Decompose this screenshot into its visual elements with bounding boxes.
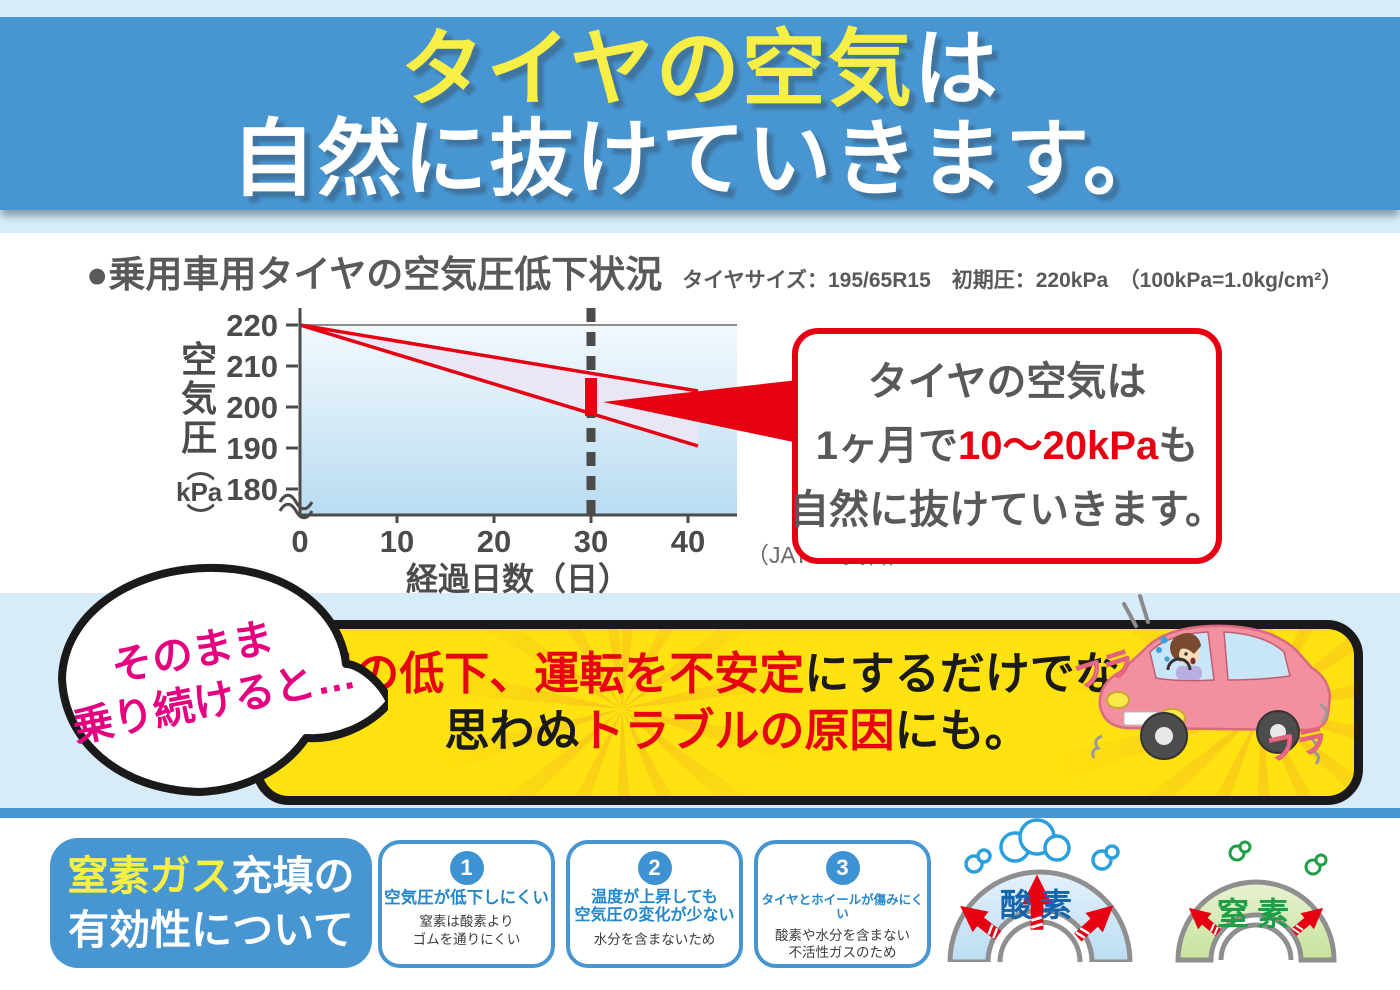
nitrogen-label-rest: 充填の [231,853,355,899]
benefit-description: 酸素や水分を含まない 不活性ガスのため [775,927,910,961]
svg-text:30: 30 [574,524,608,559]
header-banner: タイヤの空気は 自然に抜けていきます。 [0,17,1400,210]
benefit-card-3: 3 タイヤとホイールが傷みにくい 酸素や水分を含まない 不活性ガスのため [754,840,931,968]
benefit-card-2: 2 温度が上昇しても 空気圧の変化が少ない 水分を含まないため [566,840,743,968]
y-axis-char: 空 [181,339,218,380]
speech-bubble-shape [58,563,388,796]
y-ticks [286,323,298,491]
nitrogen-label: 窒素 [1217,896,1297,932]
sweat-drops-icon [1156,636,1170,662]
svg-text:180: 180 [226,472,278,507]
banner-line2-black-a: 思わぬ [444,705,580,756]
wobble-squiggles-icon [1091,702,1328,765]
callout-line2: 1ヶ月で10〜20kPaも [816,414,1198,478]
starburst-left [412,629,832,796]
banner-line2: 思わぬトラブルの原因にも。 [444,702,1029,759]
axis-break-squiggle [278,493,314,520]
callout-pointer-wedge [603,380,798,443]
header-title-line1: タイヤの空気は [400,24,1000,114]
impact-marks-icon [1122,594,1150,628]
chart-title-row: ●乗用車用タイヤの空気圧低下状況 タイヤサイズ：195/65R15 初期圧：22… [86,244,1342,298]
car-side-window [1223,631,1291,681]
y-tick-labels: 220 210 200 190 180 [226,308,278,507]
header-title-rest: は [913,21,1000,116]
rear-hub [1270,724,1286,740]
svg-text:210: 210 [226,349,278,384]
benefit-number-badge: 3 [825,851,860,885]
y-axis-char: 気 [181,378,218,419]
callout-line3: 自然に抜けていきます。 [789,488,1225,532]
nitrogen-section-label: 窒素ガス充填の 有効性について [50,838,372,968]
benefit-title: 空気圧が低下しにくい [384,889,549,907]
banner-line2-red: トラブルの原因 [579,705,895,756]
header-title-highlight: タイヤの空気 [400,21,914,116]
x-axis-label: 経過日数（日） [406,561,630,597]
benefit-number-badge: 2 [637,851,672,885]
callout-line2-pre: 1ヶ月で [815,424,959,468]
front-hub [1155,727,1173,745]
day30-drop-bar [585,378,597,416]
x-tick-labels: 0 10 20 30 40 [291,524,705,559]
benefit-description: 窒素は酸素より ゴムを通りにくい [412,913,521,947]
benefit-title: タイヤとホイールが傷みにくい [761,893,924,922]
lower-leak-line [299,323,699,448]
bottom-divider-line [0,808,1400,818]
header-title-line2: 自然に抜けていきます。 [231,111,1169,206]
oxygen-label: 酸素 [1000,887,1080,923]
top-strip [0,0,1400,17]
callout-line2-post: も [1158,424,1199,468]
svg-text:40: 40 [671,524,705,559]
escaping-air-clouds-icon [964,818,1120,874]
chart-section-subtitle: タイヤサイズ：195/65R15 初期圧：220kPa （100kPa=1.0k… [682,269,1343,292]
speech-bubble: そのまま 乗り続けると… [58,563,388,796]
benefit-description: 水分を含まないため [593,931,716,947]
tire-arch-nitrogen [1175,879,1337,963]
svg-text:190: 190 [226,431,278,466]
svg-text:220: 220 [226,308,278,343]
tire-rim-arc [1218,922,1294,961]
wobbling-car-illustration: フラ フラ [1072,594,1332,768]
nitrogen-label-highlight: 窒素ガス [67,853,232,899]
benefit-card-1: 1 空気圧が低下しにくい 窒素は酸素より ゴムを通りにくい [378,840,555,968]
driver-figure [1166,632,1202,680]
nitrogen-label-line1: 窒素ガス充填の [68,849,355,903]
under-header-strip [0,210,1400,233]
warning-banner-text: 燃費の低下、運転を不安定にするだけでなく、 思わぬトラブルの原因にも。 [264,645,1209,759]
pressure-decline-chart: 220 210 200 190 180 0 10 20 30 40 経過日数（日… [226,308,798,597]
callout-line2-emphasis: 10〜20kPa [958,424,1159,468]
tire-arch-oxygen [947,869,1133,962]
chart-section-title: ●乗用車用タイヤの空気圧低下状況 [86,254,663,295]
y-axis-char: 圧 [181,417,218,458]
x-ticks [395,515,690,523]
benefit-title: 温度が上昇しても 空気圧の変化が少ない [574,889,735,925]
svg-text:0: 0 [291,524,308,559]
upper-leak-line [299,323,699,393]
svg-text:20: 20 [477,524,511,559]
svg-text:10: 10 [380,524,414,559]
y-axis-unit: kPa [176,477,223,507]
nitrogen-label-line2: 有効性について [68,907,354,953]
headlight [1106,691,1130,709]
small-leak-puffs-icon [1228,840,1328,876]
oxygen-tire-diagram: 酸素 [930,818,1133,962]
y-axis-label: 空 気 圧 （ kPa ） [176,339,223,531]
nitrogen-tire-diagram: 窒素 [1175,840,1337,963]
banner-line1: 燃費の低下、運転を不安定にするだけでなく、 [264,645,1209,702]
banner-line2-black-b: にも。 [894,705,1030,756]
callout-line1: タイヤの空気は [867,360,1147,404]
benefit-number-badge: 1 [449,851,484,885]
pressure-loss-callout: タイヤの空気は 1ヶ月で10〜20kPaも 自然に抜けていきます。 [789,328,1225,564]
svg-text:200: 200 [226,390,278,425]
